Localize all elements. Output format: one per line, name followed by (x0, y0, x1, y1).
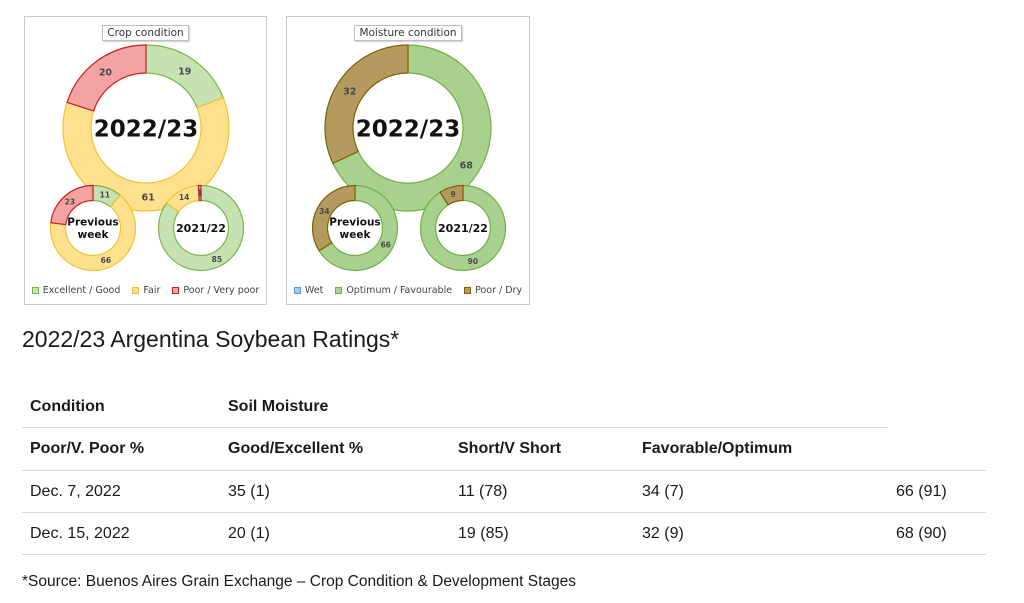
column-header-poor: Poor/V. Poor % (22, 427, 220, 471)
legend-label-wet: Wet (304, 285, 324, 296)
table-cell: 32 (9) (634, 512, 888, 555)
column-header-empty (888, 428, 986, 471)
slice-label: 9 (451, 190, 456, 199)
slice-label: 66 (380, 240, 390, 249)
donut-center-label: 2022/23 (356, 116, 460, 142)
slice-label: 85 (212, 255, 222, 264)
donut-center-label: week (340, 229, 372, 241)
legend-swatch-wet (293, 287, 301, 294)
donut-center-label: Previous (67, 217, 118, 229)
group-header-empty (450, 387, 634, 428)
donut-center-label: Previous (329, 217, 380, 229)
donut-slice (332, 44, 492, 212)
slice-label: 14 (179, 193, 189, 202)
legend-item-excellent-good: Excellent / Good (31, 285, 121, 296)
legend-label-optimum: Optimum / Favourable (346, 285, 453, 296)
table-row: Dec. 15, 2022 20 (1) 19 (85) 32 (9) 68 (… (22, 512, 986, 555)
donut-center-label: 2021/22 (438, 222, 488, 235)
legend-swatch-poor (172, 287, 180, 294)
group-header-empty (634, 387, 888, 428)
source-note: *Source: Buenos Aires Grain Exchange – C… (22, 573, 577, 590)
slice-label: 68 (460, 160, 474, 171)
donut-slice (197, 184, 202, 202)
crop-condition-title: Crop condition (25, 23, 266, 41)
slice-label: 61 (142, 192, 155, 203)
donut-center-label: 2021/22 (176, 222, 226, 235)
legend-label-poor: Poor / Very poor (183, 285, 260, 296)
legend-item-wet: Wet (293, 285, 324, 296)
legend-item-optimum: Optimum / Favourable (335, 285, 452, 296)
slice-label: 32 (343, 86, 356, 97)
slice-label: 66 (101, 256, 111, 265)
slice-label: 90 (468, 257, 478, 266)
donut-slice (49, 194, 137, 272)
slice-label: 34 (319, 207, 329, 216)
slice-label: 23 (65, 197, 75, 206)
donut-slice (50, 184, 94, 226)
table-cell: 11 (78) (450, 470, 634, 513)
table-cell: Dec. 15, 2022 (22, 512, 220, 555)
legend-swatch-fair (132, 287, 140, 294)
legend-label-fair: Fair (143, 285, 161, 296)
column-header-favorable: Favorable/Optimum (634, 427, 888, 471)
moisture-condition-title: Moisture condition (287, 23, 529, 41)
group-header-soil-moisture: Soil Moisture (228, 398, 329, 415)
table-header-row: Poor/V. Poor % Good/Excellent % Short/V … (22, 427, 986, 471)
ratings-heading: 2022/23 Argentina Soybean Ratings* (22, 326, 400, 352)
moisture-condition-panel: Moisture condition 68 32 2022/23 66 34 Previo… (286, 16, 530, 305)
slice-label: 19 (178, 66, 191, 77)
donut-slice (419, 184, 507, 272)
donut-slice (318, 184, 399, 272)
ratings-table: Condition Soil Moisture Poor/V. Poor % G… (22, 387, 986, 555)
table-group-row: Condition Soil Moisture (22, 387, 986, 428)
table-cell: 34 (7) (634, 470, 888, 513)
legend-item-poor: Poor / Very poor (172, 285, 259, 296)
crop-condition-panel: Crop condition 19 61 20 2022/23 11 66 23 Previo… (24, 16, 267, 305)
donut-slice (324, 44, 409, 165)
table-cell: 20 (1) (220, 512, 450, 555)
table-cell: 66 (91) (888, 470, 986, 513)
legend-swatch-optimum (335, 287, 343, 294)
group-header-empty (888, 387, 986, 428)
table-cell: 68 (90) (888, 512, 986, 555)
legend-swatch-poor-dry (464, 287, 472, 294)
column-header-short: Short/V Short (450, 427, 634, 471)
slice-label: 20 (99, 68, 113, 79)
moisture-condition-legend: Wet Optimum / Favourable Poor / Dry (287, 285, 529, 296)
donut-center-label: week (78, 229, 110, 241)
donut-slice (66, 44, 147, 112)
legend-item-fair: Fair (132, 285, 160, 296)
legend-swatch-excellent-good (31, 287, 39, 294)
table-cell: 35 (1) (220, 470, 450, 513)
crop-condition-legend: Excellent / Good Fair Poor / Very poor (25, 285, 266, 296)
slice-label: 1 (197, 189, 202, 198)
table-cell: 19 (85) (450, 512, 634, 555)
table-row: Dec. 7, 2022 35 (1) 11 (78) 34 (7) 66 (9… (22, 470, 986, 513)
legend-item-poor-dry: Poor / Dry (464, 285, 522, 296)
donut-slice (439, 184, 464, 206)
donut-slice (311, 184, 356, 252)
donut-slice (157, 184, 245, 272)
group-header-condition: Condition (30, 398, 105, 415)
donut-center-label: 2022/23 (94, 116, 198, 142)
slice-label: 11 (100, 191, 110, 200)
column-header-good: Good/Excellent % (220, 427, 450, 471)
table-cell: Dec. 7, 2022 (22, 470, 220, 513)
legend-label-poor-dry: Poor / Dry (475, 285, 523, 296)
legend-label-excellent-good: Excellent / Good (42, 285, 121, 296)
